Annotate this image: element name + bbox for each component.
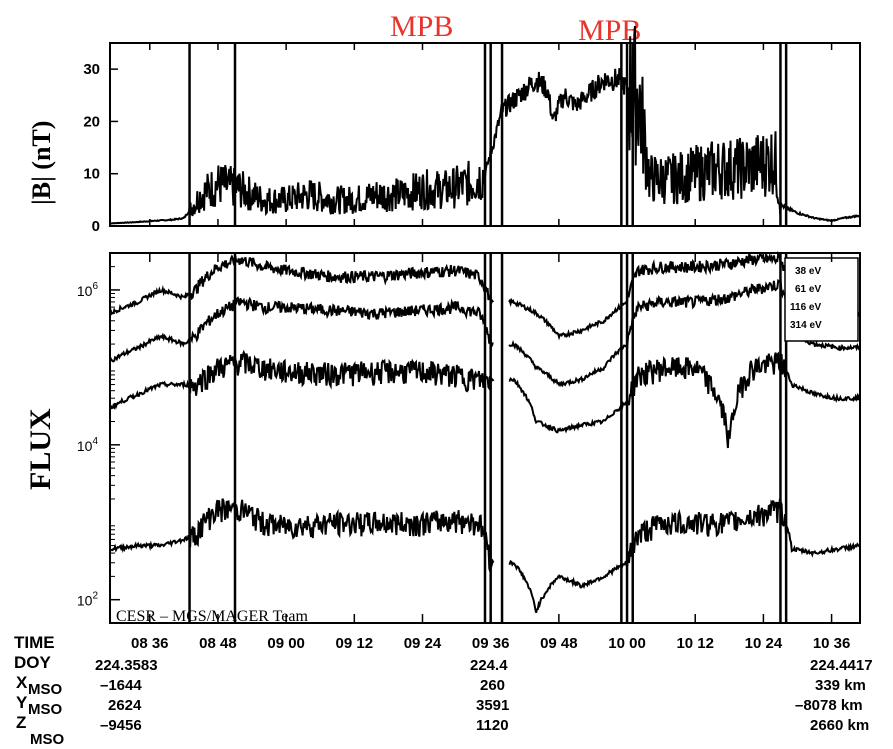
legend-entry-61ev: 61 eV [795, 284, 821, 295]
flux-panel: 102 104 106 FLUX 38 eV 61 eV 116 eV 314 eV… [24, 250, 861, 625]
x-tick-label: 09 48 [540, 635, 578, 652]
x-start: –1644 [100, 677, 142, 694]
x-mso-subscript: MSO [28, 681, 63, 698]
z-row-label: Z [16, 713, 26, 732]
time-axis: 08 36 08 48 09 00 09 12 09 24 09 36 09 48 10 00… [131, 43, 850, 652]
credit-text: CESR – MGS/MAGER Team [116, 608, 308, 625]
x-tick-label: 09 24 [404, 635, 442, 652]
flux-series-116ev [109, 349, 861, 449]
x-tick-label: 08 48 [199, 635, 237, 652]
magnetic-field-panel: 0 10 20 30 |B| (nT) [27, 25, 861, 235]
doy-end: 224.4417 [810, 657, 873, 674]
x-tick-label: 10 24 [745, 635, 783, 652]
legend-entry-38ev: 38 eV [795, 266, 821, 277]
mpb-label-left: MPB [390, 10, 453, 43]
flux-series-group [109, 250, 861, 613]
flux-y-tick-label: 104 [77, 436, 99, 454]
b-y-axis: 0 10 20 30 [83, 61, 118, 235]
z-start: –9456 [100, 717, 142, 734]
b-y-axis-label: |B| (nT) [27, 121, 56, 205]
flux-series-314ev [109, 498, 861, 613]
legend-entry-314ev: 314 eV [790, 320, 822, 331]
y-mid: 3591 [476, 697, 509, 714]
x-tick-label: 10 36 [813, 635, 851, 652]
b-magnitude-series [109, 25, 860, 225]
flux-y-tick-label: 106 [77, 281, 99, 299]
flux-y-tick-label: 102 [77, 591, 99, 609]
x-tick-label: 09 12 [336, 635, 374, 652]
z-mid: 1120 [476, 717, 509, 734]
flux-boundary-lines [188, 253, 788, 623]
doy-row-label: DOY [14, 653, 52, 672]
x-tick-label: 10 12 [676, 635, 714, 652]
x-tick-label: 09 00 [267, 635, 305, 652]
x-end: 339 km [815, 677, 866, 694]
y-row-label: Y [16, 693, 28, 712]
z-mso-subscript: MSO [30, 731, 65, 748]
x-tick-label: 08 36 [131, 635, 169, 652]
x-tick-label: 10 00 [608, 635, 646, 652]
legend-entry-116ev: 116 eV [790, 302, 821, 313]
y-end: –8078 km [795, 697, 863, 714]
b-y-tick-label: 30 [83, 61, 100, 78]
b-y-tick-label: 10 [83, 166, 100, 183]
z-end: 2660 km [810, 717, 869, 734]
x-mid: 260 [480, 677, 505, 694]
x-tick-label: 09 36 [472, 635, 510, 652]
flux-y-axis-label: FLUX [24, 408, 57, 490]
y-mso-subscript: MSO [28, 701, 63, 718]
b-y-tick-label: 0 [92, 218, 100, 235]
flux-legend: 38 eV 61 eV 116 eV 314 eV [784, 257, 859, 342]
y-start: 2624 [108, 697, 142, 714]
flux-y-axis: 102 104 106 [77, 252, 120, 609]
b-y-tick-label: 20 [83, 113, 100, 130]
legend-box [784, 257, 859, 342]
doy-mid: 224.4 [470, 657, 508, 674]
doy-start: 224.3583 [95, 657, 158, 674]
time-row-label: TIME [14, 633, 55, 652]
ephemeris-table: TIME DOY X Y Z MSO MSO MSO 224.3583 –164… [14, 633, 873, 748]
x-row-label: X [16, 673, 28, 692]
